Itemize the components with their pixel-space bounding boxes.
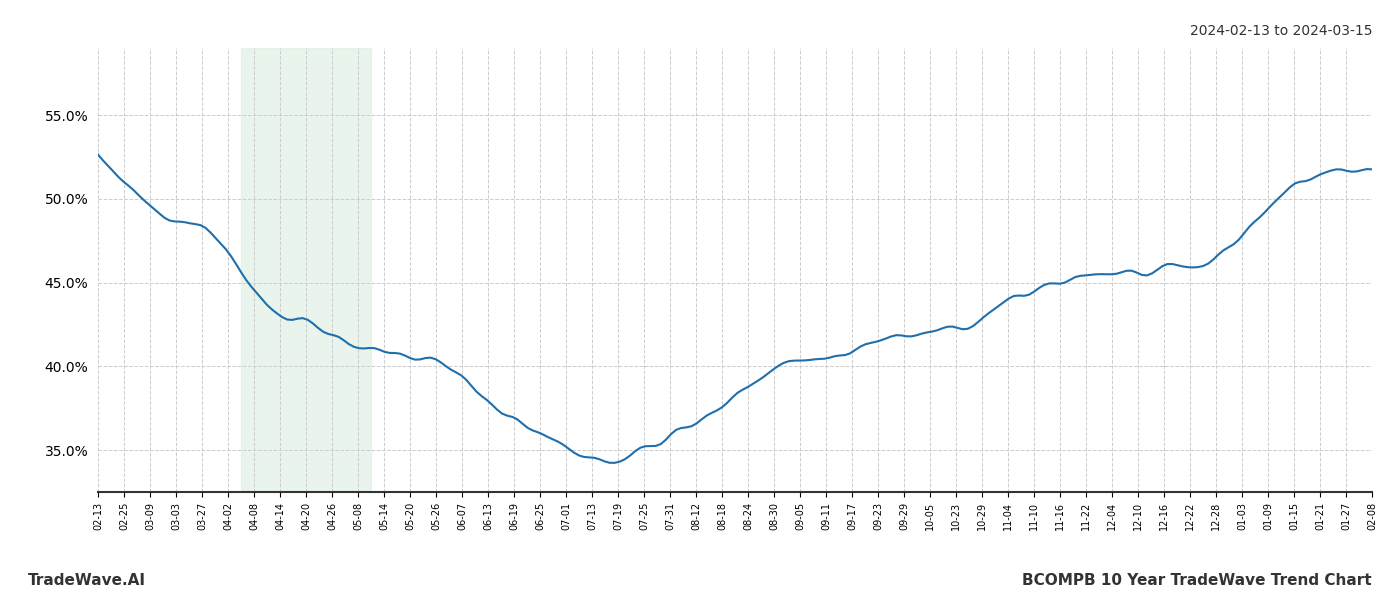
Text: BCOMPB 10 Year TradeWave Trend Chart: BCOMPB 10 Year TradeWave Trend Chart xyxy=(1022,573,1372,588)
Text: TradeWave.AI: TradeWave.AI xyxy=(28,573,146,588)
Bar xyxy=(241,48,371,492)
Text: 2024-02-13 to 2024-03-15: 2024-02-13 to 2024-03-15 xyxy=(1190,24,1372,38)
